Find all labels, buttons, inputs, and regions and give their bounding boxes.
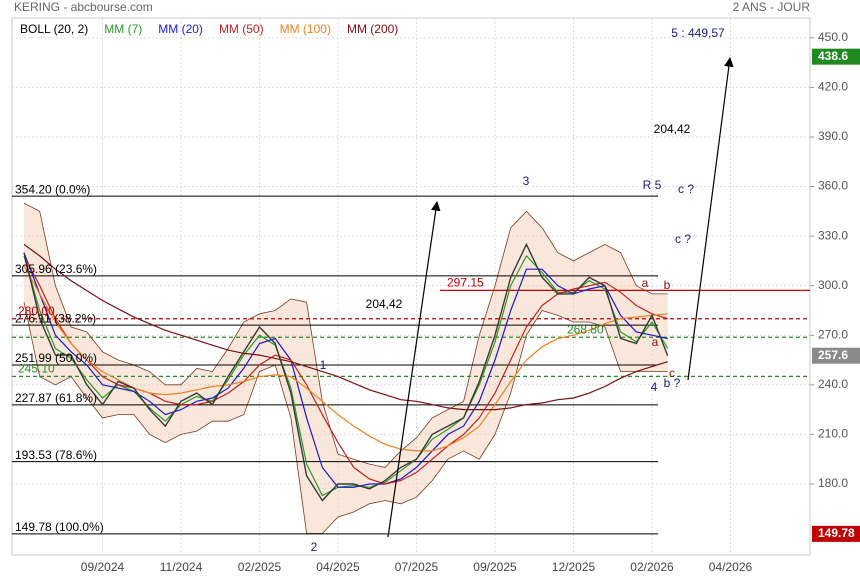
annotation: a [652, 335, 659, 349]
level-label: 245.10 [18, 362, 55, 376]
annotation: 3 [523, 174, 530, 188]
moving-average [23, 252, 668, 488]
chart-title: KERING - abcbourse.com [14, 0, 153, 14]
price-badge-label: 438.6 [818, 49, 848, 63]
y-tick-label: 450.0 [818, 30, 848, 44]
legend-entry: MM (200) [347, 22, 398, 36]
x-tick-label: 02/2025 [238, 560, 282, 574]
annotation: c ? [678, 182, 694, 196]
price-badge [812, 48, 860, 65]
bollinger-lower [23, 302, 668, 534]
x-tick-label: 07/2025 [395, 560, 439, 574]
legend-entry: BOLL (20, 2) [20, 22, 88, 36]
y-tick-label: 360.0 [818, 179, 848, 193]
y-tick-label: 330.0 [818, 228, 848, 242]
y-tick-label: 390.0 [818, 129, 848, 143]
x-tick-label: 09/2024 [81, 560, 125, 574]
moving-average [23, 243, 668, 411]
chart-subtitle: 2 ANS - JOUR [733, 0, 811, 14]
legend-entry: MM (7) [104, 22, 142, 36]
x-tick-label: 02/2026 [630, 560, 674, 574]
x-tick-label: 04/2025 [316, 560, 360, 574]
price-badge [812, 347, 860, 364]
annotation: c ? [675, 232, 691, 246]
price-line [23, 242, 669, 502]
annotation: 204,42 [654, 122, 691, 136]
annotation: a [642, 276, 649, 290]
projection-arrow [387, 201, 441, 538]
y-tick-label: 240.0 [818, 377, 848, 391]
fib-label: 276.11 (38.2%) [15, 311, 96, 325]
fib-label: 227.87 (61.8%) [15, 391, 97, 405]
bollinger-fill [24, 203, 668, 534]
fib-label: 251.99 (50.0%) [15, 351, 97, 365]
y-tick-label: 180.0 [818, 476, 848, 490]
y-tick-label: 300.0 [818, 278, 848, 292]
price-badge [812, 525, 860, 542]
y-tick-label: 270.0 [818, 327, 848, 341]
annotation: R 5 [643, 178, 662, 192]
fib-label: 305.96 (23.6%) [15, 262, 97, 276]
annotation: 4 [651, 380, 658, 394]
annotation: 5 : 449,57 [671, 26, 725, 40]
price-badge-label: 257.6 [818, 348, 848, 362]
level-label: 280.00 [18, 304, 55, 318]
fib-label: 354.20 (0.0%) [15, 182, 90, 196]
plot-frame [11, 17, 811, 556]
level-label: 268.80 [567, 322, 604, 336]
annotation: c [669, 366, 675, 380]
bollinger-upper [23, 202, 668, 468]
fib-label: 193.53 (78.6%) [15, 448, 97, 462]
x-tick-label: 04/2026 [709, 560, 753, 574]
price-badge-label: 149.78 [818, 526, 855, 540]
legend-entry: MM (100) [280, 22, 331, 36]
fib-label: 149.78 (100.0%) [15, 520, 104, 534]
x-tick-label: 12/2025 [552, 560, 596, 574]
x-tick-label: 09/2025 [473, 560, 517, 574]
annotation: 204,42 [366, 297, 403, 311]
legend-entry: MM (20) [158, 22, 203, 36]
level-label: 297.15 [447, 276, 484, 290]
annotation: 2 [311, 540, 318, 554]
annotation: b ? [664, 376, 681, 390]
annotation: 1 [320, 358, 327, 372]
projection-arrow [687, 57, 734, 381]
y-tick-label: 420.0 [818, 80, 848, 94]
x-tick-label: 11/2024 [160, 560, 203, 574]
annotation: b [664, 278, 671, 292]
legend-entry: MM (50) [219, 22, 264, 36]
y-tick-label: 210.0 [818, 427, 848, 441]
